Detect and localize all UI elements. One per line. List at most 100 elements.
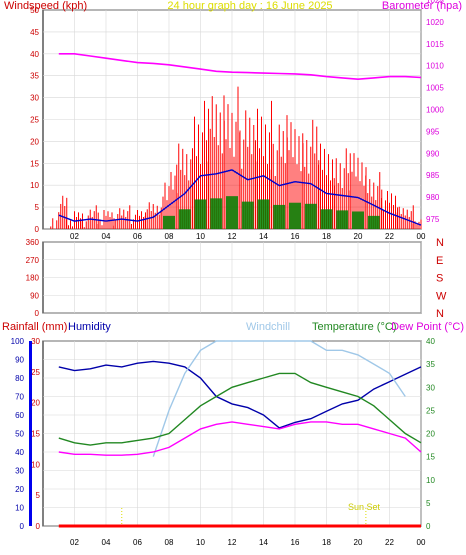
humidity-axis-title: Humidity	[68, 321, 111, 333]
temperature-tick-label: 40	[426, 337, 435, 346]
windchill-line	[152, 340, 406, 457]
direction-tick-label: 180	[26, 274, 40, 283]
humidity-tick-label: 30	[15, 467, 24, 476]
direction-tick-label: 0	[35, 309, 40, 318]
rain-tick-label: 20	[31, 399, 40, 408]
x-tick-label: 12	[228, 538, 237, 547]
graph-title: 24 hour graph day : 16 June 2025	[167, 0, 332, 12]
wind-average-line	[58, 169, 422, 226]
barometer-tick-label: 975	[426, 215, 440, 224]
wind-low-bar	[336, 210, 349, 229]
humidity-tick-label: 100	[11, 337, 25, 346]
humidity-tick-label: 90	[15, 356, 24, 365]
wind-low-bar	[163, 215, 175, 229]
barometer-tick-label: 1025	[426, 0, 444, 5]
windspeed-tick-label: 0	[35, 225, 40, 234]
wind-x-ticks: 02 04 06 08 10 12 14 16 18 20 22 00	[70, 232, 426, 241]
direction-tick-label: 270	[26, 256, 40, 265]
barometer-tick-label: 985	[426, 171, 440, 180]
x-tick-label: 22	[385, 232, 394, 241]
x-tick-label: 06	[133, 232, 142, 241]
temp-series	[58, 340, 422, 528]
wind-low-bar	[241, 201, 254, 229]
windchill-legend: Windchill	[246, 321, 290, 333]
dewpoint-axis-title: Dew Point (°C)	[391, 321, 464, 333]
barometer-tick-label: 1015	[426, 40, 444, 49]
humidity-tick-label: 20	[15, 485, 24, 494]
x-tick-label: 04	[102, 232, 111, 241]
rain-tick-label: 5	[36, 491, 41, 500]
windspeed-tick-label: 45	[30, 28, 39, 37]
barometer-tick-label: 990	[426, 149, 440, 158]
x-tick-label: 10	[196, 538, 205, 547]
humidity-ticks: 0 10 20 30 40 50 60 70 80 90 100	[11, 337, 25, 531]
rain-tick-label: 30	[31, 337, 40, 346]
wind-series	[50, 52, 422, 229]
x-tick-label: 22	[385, 538, 394, 547]
humidity-tick-label: 70	[15, 393, 24, 402]
wind-low-bar	[367, 215, 380, 229]
windspeed-tick-label: 15	[30, 159, 39, 168]
rain-tick-label: 15	[31, 430, 40, 439]
windspeed-tick-label: 10	[30, 181, 39, 190]
temperature-ticks: 0 5 10 15 20 25 30 35 40	[426, 337, 435, 531]
windspeed-tick-label: 5	[35, 203, 40, 212]
windspeed-tick-label: 25	[30, 116, 39, 125]
temperature-tick-label: 30	[426, 383, 435, 392]
x-tick-label: 00	[417, 538, 426, 547]
humidity-tick-label: 10	[15, 504, 24, 513]
temperature-tick-label: 10	[426, 476, 435, 485]
wind-low-bar	[178, 209, 191, 229]
x-tick-label: 18	[322, 232, 331, 241]
humidity-tick-label: 80	[15, 374, 24, 383]
direction-ticks: 0 90 180 270 360	[26, 238, 40, 318]
barometer-tick-label: 980	[426, 193, 440, 202]
wind-low-bar	[304, 203, 317, 229]
compass-letter: S	[436, 273, 443, 285]
humidity-axis-bar	[29, 341, 32, 526]
wind-low-bar	[210, 198, 223, 229]
wind-low-bar	[320, 209, 333, 229]
temperature-tick-label: 5	[426, 499, 431, 508]
temperature-tick-label: 15	[426, 453, 435, 462]
rain-tick-label: 0	[36, 522, 41, 531]
x-tick-label: 14	[259, 538, 268, 547]
barometer-line	[58, 52, 422, 81]
windspeed-tick-label: 50	[30, 6, 39, 15]
temperature-tick-label: 20	[426, 430, 435, 439]
compass-letter: E	[436, 255, 443, 267]
temp-x-ticks: 02 04 06 08 10 12 14 16 18 20 22 00	[70, 538, 426, 547]
barometer-tick-label: 1010	[426, 62, 444, 71]
x-tick-label: 14	[259, 232, 268, 241]
x-tick-label: 12	[228, 232, 237, 241]
compass-letter: N	[436, 308, 444, 320]
x-tick-label: 16	[291, 538, 300, 547]
barometer-ticks: 975 980 985 990 995 1000 1005 1010 1015 1020 1025	[426, 0, 444, 224]
barometer-axis-title: Barometer (hpa)	[382, 0, 462, 12]
x-tick-label: 08	[165, 538, 174, 547]
direction-grid	[43, 241, 422, 314]
compass-letter: N	[436, 237, 444, 249]
dewpoint-line	[58, 421, 422, 456]
x-tick-label: 02	[70, 538, 79, 547]
temperature-axis-title: Temperature (°C)	[312, 321, 396, 333]
x-tick-label: 08	[165, 232, 174, 241]
rain-ticks: 0 5 10 15 20 25 30	[31, 337, 40, 531]
x-tick-label: 00	[417, 232, 426, 241]
x-tick-label: 16	[291, 232, 300, 241]
sun-set-label: Sun Set	[348, 502, 381, 512]
rain-tick-label: 10	[31, 460, 40, 469]
windspeed-tick-label: 30	[30, 94, 39, 103]
wind-low-bar	[273, 204, 286, 229]
x-tick-label: 04	[102, 538, 111, 547]
wind-low-bar	[352, 211, 364, 229]
windspeed-axis-title: Windspeed (kph)	[4, 0, 87, 12]
x-tick-label: 06	[133, 538, 142, 547]
humidity-tick-label: 40	[15, 448, 24, 457]
rain-tick-label: 25	[31, 368, 40, 377]
barometer-tick-label: 995	[426, 127, 440, 136]
temperature-tick-label: 25	[426, 406, 435, 415]
